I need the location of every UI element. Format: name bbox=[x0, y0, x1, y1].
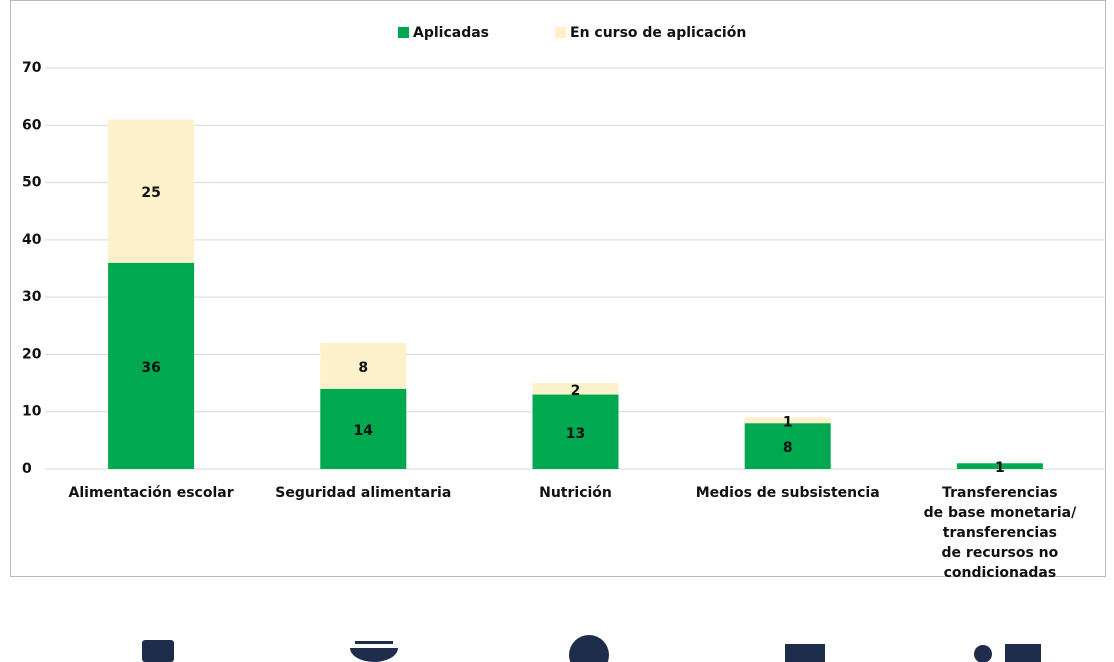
x-tick-label: Alimentación escolar bbox=[68, 485, 234, 501]
x-tick-label: Nutrición bbox=[539, 485, 612, 501]
bar-segment bbox=[532, 383, 619, 395]
legend-swatch bbox=[398, 27, 409, 38]
icon-bowl bbox=[350, 641, 398, 662]
value-label: 1 bbox=[995, 460, 1005, 476]
legend-label: En curso de aplicación bbox=[570, 25, 746, 41]
x-tick-label: Seguridad alimentaria bbox=[275, 485, 452, 501]
value-label: 36 bbox=[141, 360, 160, 376]
icon-book bbox=[142, 640, 174, 662]
chart-frame bbox=[10, 0, 1106, 577]
y-tick-label: 70 bbox=[22, 60, 42, 76]
legend-swatch bbox=[555, 27, 566, 38]
y-tick-label: 50 bbox=[22, 175, 42, 191]
y-tick-label: 40 bbox=[22, 232, 42, 248]
icons bbox=[142, 635, 1041, 662]
y-tick-label: 20 bbox=[22, 346, 42, 362]
y-tick-label: 60 bbox=[22, 117, 42, 133]
icon-money bbox=[785, 644, 825, 662]
y-tick-label: 10 bbox=[22, 404, 42, 420]
x-tick-label: Transferencias de base monetaria/ transf… bbox=[923, 485, 1077, 581]
value-label: 25 bbox=[141, 185, 160, 201]
icon-baby bbox=[569, 635, 609, 662]
legend-label: Aplicadas bbox=[413, 25, 489, 41]
y-tick-label: 0 bbox=[22, 461, 32, 477]
value-label: 14 bbox=[354, 423, 374, 439]
x-tick-label: Medios de subsistencia bbox=[695, 485, 880, 501]
icon-transfer bbox=[1005, 644, 1041, 662]
bar-segment bbox=[744, 417, 831, 424]
value-label: 1 bbox=[783, 414, 793, 430]
bar-segment bbox=[320, 388, 407, 469]
y-tick-label: 30 bbox=[22, 289, 42, 305]
icon-bag bbox=[974, 645, 992, 662]
bar-segment bbox=[320, 342, 407, 389]
value-label: 8 bbox=[358, 360, 368, 376]
bar-segment bbox=[532, 394, 619, 469]
bar-segment bbox=[956, 463, 1043, 469]
value-label: 8 bbox=[783, 440, 793, 456]
bar-segment bbox=[108, 119, 195, 263]
value-label: 13 bbox=[566, 426, 585, 442]
bar-segment bbox=[744, 423, 831, 469]
bar-segment bbox=[108, 262, 195, 469]
value-label: 2 bbox=[571, 383, 581, 399]
